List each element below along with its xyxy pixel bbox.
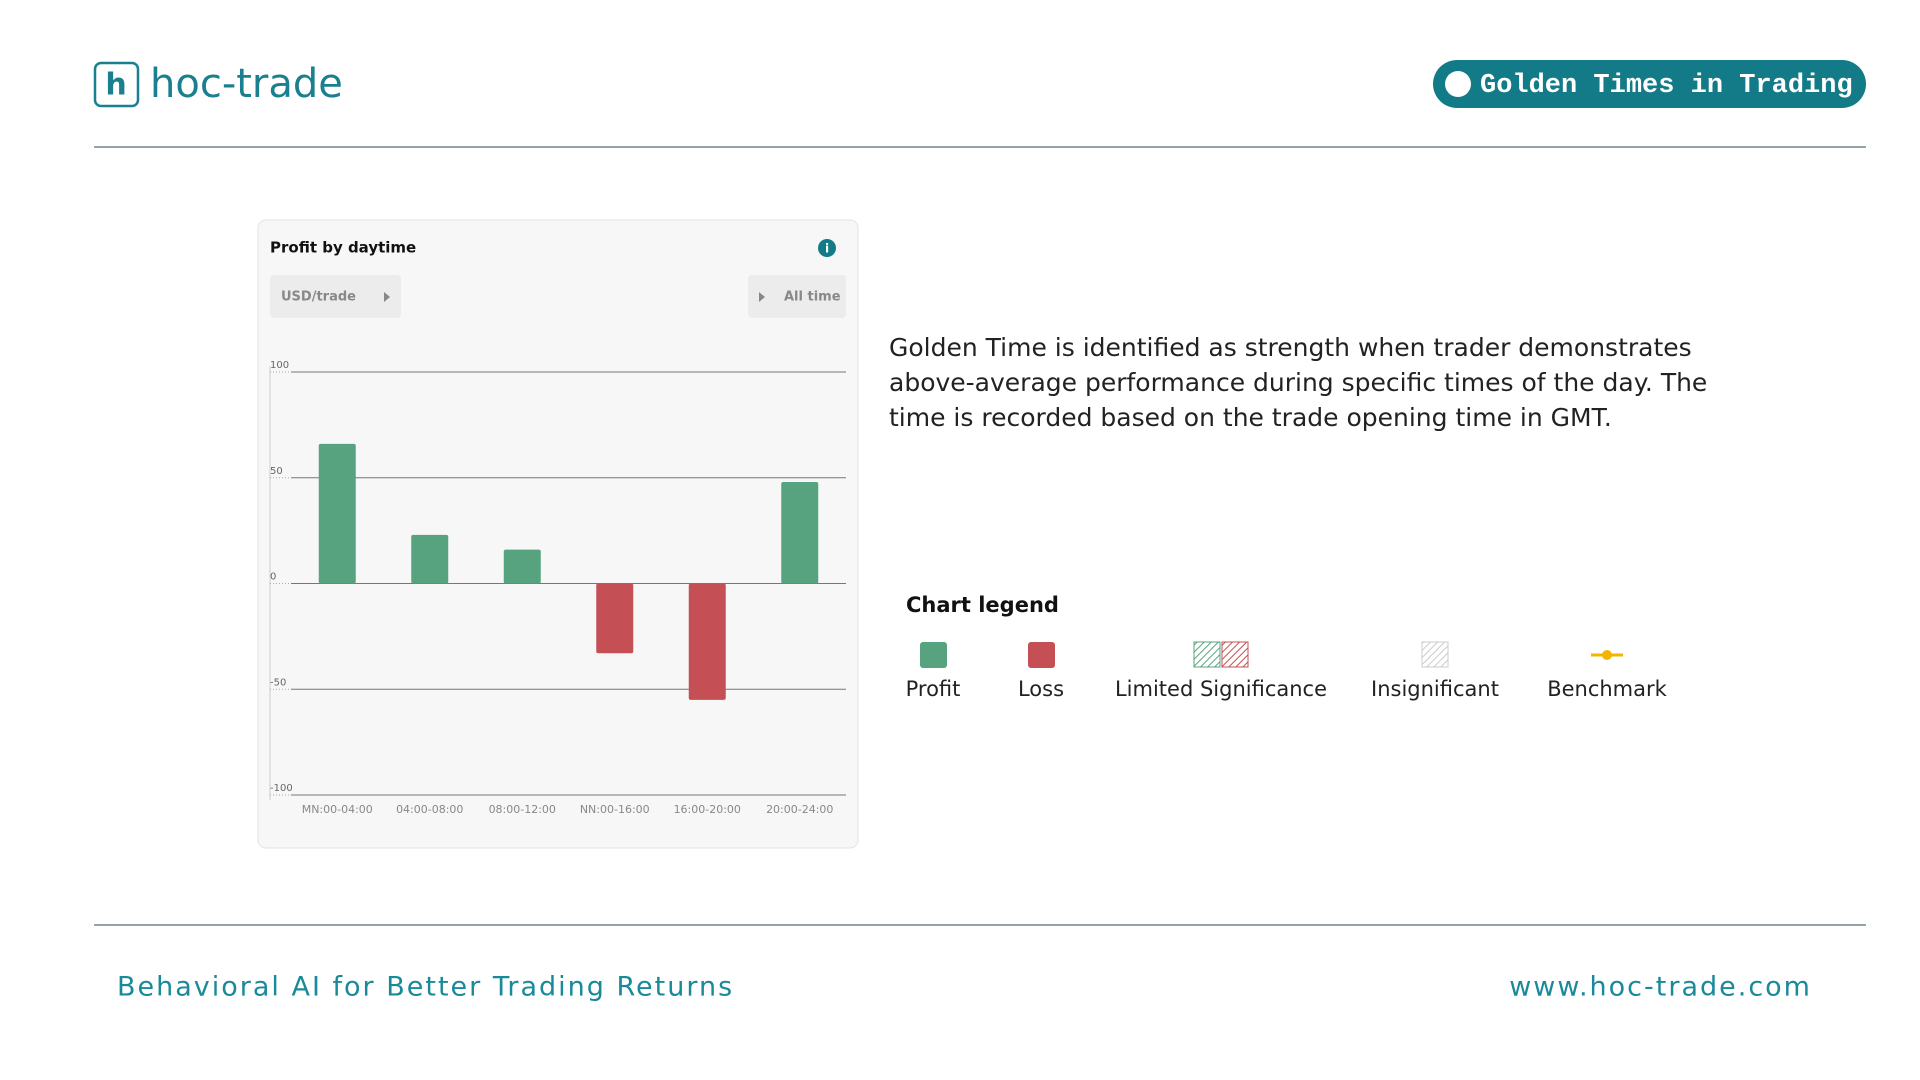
badge-text: Golden Times in Trading [1480, 71, 1853, 101]
y-tick-label: 50 [270, 466, 283, 477]
period-selector[interactable] [748, 275, 846, 318]
description: Golden Time is identified as strength wh… [889, 333, 1707, 432]
x-tick-label: NN:00-16:00 [580, 803, 650, 816]
legend-title: Chart legend [906, 593, 1059, 617]
legend-label: Profit [906, 677, 961, 701]
bar [688, 583, 726, 700]
y-tick-label: -100 [270, 783, 293, 794]
bar [318, 443, 356, 584]
x-tick-label: MN:00-04:00 [302, 803, 373, 816]
legend-label: Benchmark [1547, 677, 1667, 701]
legend-swatch [1193, 641, 1221, 668]
description-line: above-average performance during specifi… [889, 368, 1707, 397]
legend-swatch [1602, 650, 1612, 660]
bar [781, 481, 819, 584]
unit-label: USD/trade [281, 290, 356, 305]
badge-dot [1445, 71, 1471, 97]
info-glyph: i [825, 242, 829, 256]
x-tick-label: 08:00-12:00 [489, 803, 556, 816]
x-tick-label: 16:00-20:00 [674, 803, 741, 816]
bar [411, 534, 449, 584]
chart-title: Profit by daytime [270, 239, 416, 257]
badge [1433, 60, 1866, 108]
legend-label: Loss [1018, 677, 1064, 701]
legend: Profit Loss Limited Significance Insignific… [906, 677, 1668, 701]
tagline: Behavioral AI for Better Trading Returns [117, 972, 734, 1003]
legend-label: Insignificant [1371, 677, 1499, 701]
legend-swatch [1028, 642, 1055, 668]
period-label: All time [784, 290, 841, 305]
legend-swatch [1421, 641, 1449, 668]
x-tick-label: 04:00-08:00 [396, 803, 463, 816]
logo[interactable]: h hoc-trade [93, 61, 343, 108]
description-line: time is recorded based on the trade open… [889, 403, 1612, 432]
brand: hoc-trade [150, 61, 343, 107]
unit-selector[interactable] [270, 275, 401, 318]
x-tick-label: 20:00-24:00 [766, 803, 833, 816]
logo-glyph: h [105, 68, 126, 103]
y-tick-label: -50 [270, 677, 286, 688]
description-line: Golden Time is identified as strength wh… [889, 333, 1692, 362]
bar [503, 549, 541, 584]
plot: 100 50 0 -50 -100 MN:00-04:00 04:00-08:00 08:00… [270, 360, 846, 816]
url[interactable]: www.hoc-trade.com [1509, 972, 1812, 1003]
legend-swatch [920, 642, 947, 668]
arrow [759, 292, 765, 302]
legend-label: Limited Significance [1115, 677, 1327, 701]
arrow [384, 292, 390, 302]
bar [596, 583, 634, 654]
y-tick-label: 100 [270, 360, 289, 371]
info-icon[interactable] [818, 239, 836, 257]
legend-swatch [1221, 641, 1249, 668]
logo-icon [93, 61, 140, 108]
y-tick-label: 0 [270, 572, 276, 583]
